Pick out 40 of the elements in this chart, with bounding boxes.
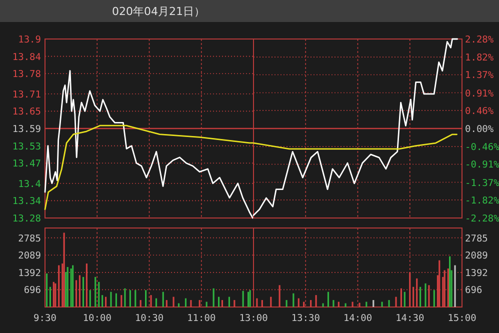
y-tick-label: 1392 <box>18 268 41 279</box>
y2-tick-label: 0.00% <box>465 124 494 135</box>
x-tick-label: 15:00 <box>448 313 477 324</box>
x-tick-label: 14:30 <box>396 313 424 324</box>
y-tick-label: 13.34 <box>12 196 42 208</box>
y-tick-label: 13.71 <box>12 89 42 100</box>
x-tick-label: 14:00 <box>343 313 372 324</box>
x-tick-label: 11:00 <box>187 313 216 324</box>
y2-tick-label: 1392 <box>465 268 488 279</box>
y-tick-label: 13.9 <box>18 34 42 46</box>
y2-tick-label: 1.82% <box>465 52 494 64</box>
y-tick-label: 13.28 <box>12 214 42 224</box>
y-tick-label: 13.59 <box>12 124 42 135</box>
y2-tick-label: -1.82% <box>465 195 499 206</box>
x-tick-label: 9:30 <box>34 313 57 324</box>
chart-title: 020年04月21日） <box>112 5 205 18</box>
x-tick-label: 13:00 <box>239 313 268 324</box>
y-tick-label: 13.84 <box>12 52 42 63</box>
x-tick-label: 13:30 <box>291 313 320 324</box>
y-tick-label: 13.4 <box>18 178 42 190</box>
y2-tick-label: -1.37% <box>465 178 499 189</box>
x-tick-label: 10:00 <box>82 313 112 324</box>
y2-tick-label: -0.46% <box>465 142 499 154</box>
y-tick-label: 2785 <box>18 233 41 244</box>
y-tick-label: 13.65 <box>12 106 41 118</box>
y2-tick-label: 2785 <box>465 233 488 244</box>
y-tick-label: 13.53 <box>12 141 41 152</box>
y2-tick-label: -2.28% <box>465 214 499 224</box>
y-tick-label: 696 <box>24 285 42 296</box>
x-tick-label: 10:30 <box>134 313 164 324</box>
y2-tick-label: 1.37% <box>465 70 494 82</box>
y2-tick-label: -0.91% <box>465 160 499 171</box>
y-tick-label: 13.47 <box>12 158 41 170</box>
y-tick-label: 13.78 <box>12 69 42 80</box>
y2-tick-label: 696 <box>465 285 482 296</box>
y2-tick-label: 0.91% <box>465 88 494 100</box>
y-tick-label: 2089 <box>18 250 42 262</box>
y2-tick-label: 2.28% <box>465 34 494 46</box>
y2-tick-label: 2089 <box>465 250 488 262</box>
y2-tick-label: 0.46% <box>465 106 494 117</box>
